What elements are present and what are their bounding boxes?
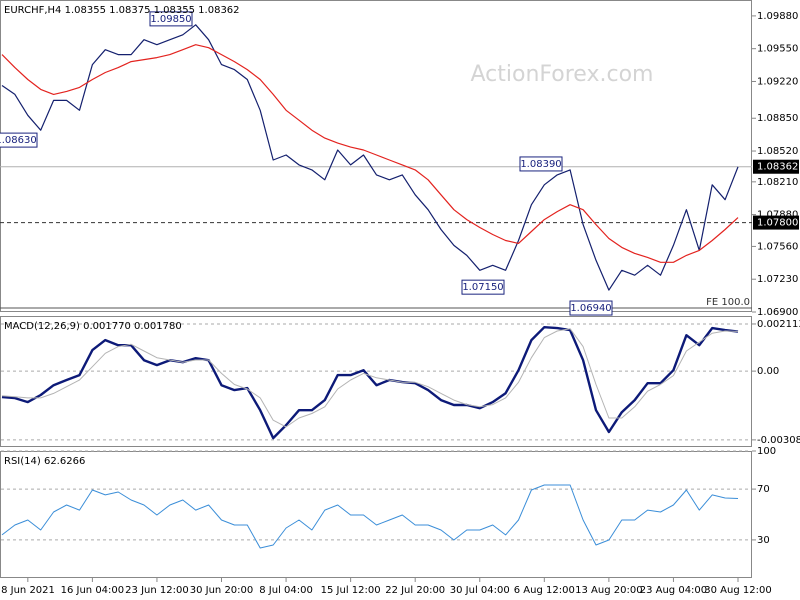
annotation-box <box>519 156 563 172</box>
series-line <box>1 44 739 263</box>
x-tick-label: 23 Jun 12:00 <box>125 585 189 596</box>
annotation-label: 1.07150 <box>462 282 503 293</box>
x-tick-label: 8 Jun 2021 <box>1 585 55 596</box>
x-tick-label: 6 Aug 12:00 <box>514 585 575 596</box>
series-line <box>1 328 739 428</box>
y-tick-label: 1.09220 <box>757 76 798 87</box>
panel-title: MACD(12,26,9) 0.001770 0.001780 <box>4 321 182 332</box>
level-box <box>753 159 799 174</box>
y-tick-label: 1.08520 <box>757 146 798 157</box>
y-tick-label: 1.07880 <box>757 210 798 221</box>
panel-title: EURCHF,H4 1.08355 1.08375 1.08355 1.0836… <box>4 5 240 16</box>
y-tick-label: 1.08210 <box>757 177 798 188</box>
level-label: FE 100.0 <box>706 297 750 308</box>
y-tick-label: 100 <box>757 446 776 457</box>
y-tick-label: 1.08850 <box>757 113 798 124</box>
annotation-label: 1.06940 <box>570 303 611 314</box>
x-tick-label: 15 Jul 12:00 <box>321 585 381 596</box>
annotation-box <box>461 279 505 295</box>
annotation-box <box>0 132 38 148</box>
series-line <box>1 24 739 291</box>
y-tick-label: 1.09550 <box>757 44 798 55</box>
annotation-box <box>149 11 193 27</box>
y-tick-label: 0.00 <box>757 366 779 377</box>
annotation-label: 1.09850 <box>150 14 191 25</box>
panel-border <box>0 0 752 312</box>
x-tick-label: 16 Jun 04:00 <box>61 585 125 596</box>
series-line <box>1 484 739 549</box>
y-tick-label: 1.07230 <box>757 274 798 285</box>
y-tick-label: 30 <box>757 535 770 546</box>
level-box <box>753 215 799 230</box>
x-tick-label: 8 Jul 04:00 <box>259 585 313 596</box>
level-label: 1.08362 <box>757 162 798 173</box>
x-tick-label: 13 Aug 20:00 <box>575 585 642 596</box>
panel-border <box>0 316 752 447</box>
y-tick-label: -0.003081 <box>757 435 800 446</box>
level-label: 1.07800 <box>757 218 798 229</box>
x-tick-label: 22 Jul 20:00 <box>385 585 445 596</box>
annotation-label: 1.08390 <box>520 159 561 170</box>
x-tick-label: 30 Jul 04:00 <box>450 585 510 596</box>
y-tick-label: 1.07560 <box>757 241 798 252</box>
y-tick-label: 1.06900 <box>757 307 798 318</box>
x-tick-label: 23 Aug 04:00 <box>640 585 707 596</box>
y-tick-label: 0.002113 <box>757 319 800 330</box>
y-tick-label: 1.09880 <box>757 11 798 22</box>
panel-title: RSI(14) 62.6266 <box>4 456 85 467</box>
x-tick-label: 30 Aug 12:00 <box>704 585 771 596</box>
watermark: ActionForex.com <box>471 62 654 87</box>
annotation-box <box>569 300 613 316</box>
y-tick-label: 70 <box>757 484 770 495</box>
x-tick-label: 30 Jun 20:00 <box>190 585 254 596</box>
annotation-label: 1.08630 <box>0 135 37 146</box>
